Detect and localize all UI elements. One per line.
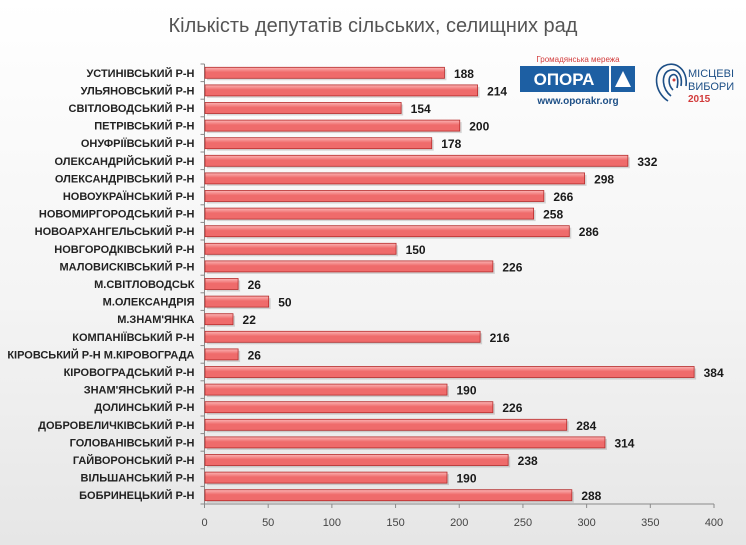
category-label: ЗНАМ'ЯНСЬКИЙ Р-Н — [84, 384, 195, 397]
category-label: СВІТЛОВОДСЬКИЙ Р-Н — [69, 102, 195, 115]
category-label: М.ОЛЕКСАНДРІЯ — [103, 297, 195, 309]
x-tick-label: 400 — [705, 517, 723, 529]
category-label: ОЛЕКСАНДРІЙСЬКИЙ Р-Н — [55, 155, 195, 168]
category-label: М.СВІТЛОВОДСЬК — [94, 279, 195, 291]
bar — [204, 225, 570, 238]
triangle-icon — [615, 71, 631, 87]
opora-logo: Громадянська мережа ОПОРА www.oporakr.or… — [520, 55, 635, 107]
category-label: УСТИНІВСЬКИЙ Р-Н — [86, 67, 194, 80]
bar — [204, 137, 433, 150]
category-label: М.ЗНАМ'ЯНКА — [117, 314, 194, 326]
data-label: 200 — [469, 120, 489, 134]
bar — [204, 260, 494, 273]
bar — [204, 119, 461, 132]
bar — [204, 348, 239, 361]
data-label: 190 — [457, 384, 477, 398]
opora-logo-box — [520, 66, 609, 92]
data-label: 238 — [518, 454, 538, 468]
bar — [204, 401, 494, 414]
data-label: 216 — [490, 331, 510, 345]
bar — [204, 330, 481, 343]
bar — [204, 172, 585, 185]
bar — [204, 454, 509, 466]
category-label: ОЛЕКСАНДРІВСЬКИЙ Р-Н — [55, 172, 195, 185]
data-label: 214 — [487, 84, 507, 98]
category-label: НОВОМИРГОРОДСЬКИЙ Р-Н — [39, 208, 195, 221]
bar — [204, 471, 448, 484]
bar — [204, 154, 629, 167]
data-label: 314 — [614, 436, 634, 450]
x-tick-label: 100 — [323, 517, 341, 529]
bar — [204, 242, 397, 255]
bar — [204, 84, 478, 97]
data-label: 284 — [576, 419, 596, 433]
category-label: НОВОАРХАНГЕЛЬСЬКИЙ Р-Н — [35, 225, 195, 238]
x-tick-label: 0 — [201, 517, 207, 529]
opora-logo-name: ОПОРА — [534, 70, 595, 89]
opora-logo-url: www.oporakr.org — [536, 96, 618, 107]
bar — [204, 278, 239, 290]
x-tick-label: 350 — [641, 517, 659, 529]
elections-logo: МІСЦЕВІ ВИБОРИ 2015 — [655, 63, 734, 105]
bar — [204, 489, 573, 502]
category-label: МАЛОВИСКІВСЬКИЙ Р-Н — [60, 260, 195, 273]
category-label: НОВГОРОДКІВСЬКИЙ Р-Н — [54, 243, 194, 256]
category-label: ГОЛОВАНІВСЬКИЙ Р-Н — [70, 436, 195, 449]
bar — [204, 102, 402, 114]
category-label: ДОЛИНСЬКИЙ Р-Н — [94, 401, 194, 414]
elections-logo-line2: ВИБОРИ — [688, 81, 734, 93]
data-label: 190 — [457, 472, 477, 486]
data-label: 384 — [704, 366, 724, 380]
bar — [204, 313, 234, 326]
data-label: 332 — [637, 155, 657, 169]
category-label: УЛЬЯНОВСЬКИЙ Р-Н — [81, 84, 195, 97]
opora-logo-subtitle: Громадянська мережа — [536, 55, 620, 64]
data-label: 226 — [502, 401, 522, 415]
bar — [204, 190, 545, 202]
category-label: КОМПАНІЇВСЬКИЙ Р-Н — [72, 331, 194, 344]
data-label: 22 — [243, 313, 257, 327]
category-label: КІРОВСЬКИЙ Р-Н М.КІРОВОГРАДА — [7, 348, 194, 361]
category-label: ВІЛЬШАНСЬКИЙ Р-Н — [81, 472, 195, 485]
chart-plot-area: 0 50 100 150 200 250 300 350 400 УСТИНІВСЬКИЙ Р-Н… — [7, 63, 724, 529]
category-label: БОБРИНЕЦЬКИЙ Р-Н — [79, 489, 194, 502]
category-label: ГАЙВОРОНСЬКИЙ Р-Н — [73, 454, 195, 467]
data-label: 178 — [441, 137, 461, 151]
bar — [204, 295, 270, 308]
fingerprint-icon — [655, 63, 687, 102]
bar — [204, 66, 445, 79]
data-label: 286 — [579, 225, 599, 239]
x-tick-label: 300 — [577, 517, 595, 529]
data-label: 154 — [411, 102, 431, 116]
elections-logo-year: 2015 — [688, 94, 711, 105]
x-tick-label: 250 — [514, 517, 532, 529]
data-label: 26 — [248, 278, 262, 292]
bar — [204, 207, 535, 220]
data-label: 26 — [248, 348, 262, 362]
x-tick-label: 200 — [450, 517, 468, 529]
category-label: ПЕТРІВСЬКИЙ Р-Н — [94, 120, 194, 133]
chart-title: Кількість депутатів сільських, селищних … — [169, 15, 578, 37]
x-tick-label: 150 — [386, 517, 404, 529]
category-label: КІРОВОГРАДСЬКИЙ Р-Н — [64, 366, 195, 379]
data-label: 50 — [278, 296, 292, 310]
data-label: 298 — [594, 172, 614, 186]
data-label: 150 — [406, 243, 426, 257]
category-label: ОНУФРІЇВСЬКИЙ Р-Н — [81, 137, 195, 150]
data-label: 188 — [454, 67, 474, 81]
bar — [204, 418, 568, 431]
category-label: НОВОУКРАЇНСЬКИЙ Р-Н — [63, 190, 195, 203]
elections-logo-line1: МІСЦЕВІ — [688, 68, 734, 80]
data-label: 258 — [543, 208, 563, 222]
bar — [204, 436, 606, 449]
x-tick-label: 50 — [262, 517, 274, 529]
data-label: 226 — [502, 260, 522, 274]
data-label: 266 — [553, 190, 573, 204]
category-label: ДОБРОВЕЛИЧКІВСЬКИЙ Р-Н — [38, 419, 194, 432]
bar — [204, 366, 695, 378]
bar — [204, 383, 448, 396]
data-label: 288 — [581, 489, 601, 503]
